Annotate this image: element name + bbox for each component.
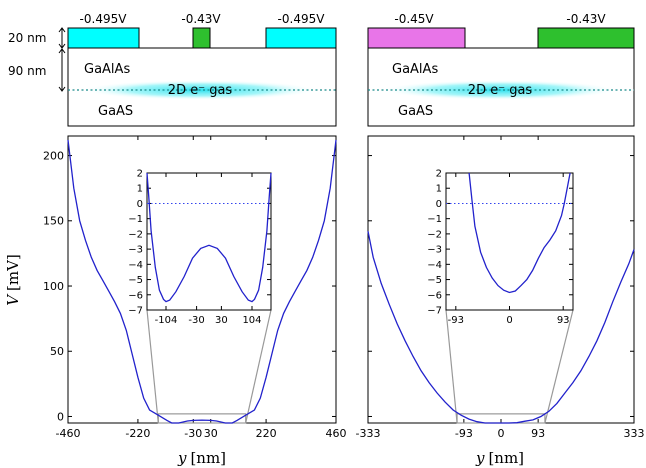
- y-tick-label: −5: [128, 275, 143, 286]
- substrate-material-label: GaAS: [98, 104, 133, 119]
- gate-right-voltage: -0.43V: [566, 12, 606, 26]
- x-axis-label: y [nm]: [177, 449, 226, 467]
- y-tick-labels: 2 1 0 −1 −2 −3 −4 −5 −6 −7: [128, 169, 143, 317]
- inset-frame: [445, 172, 574, 311]
- y-tick-label: 100: [43, 280, 64, 293]
- y-tick-label: −6: [427, 290, 442, 301]
- x-tick-label: -333: [356, 427, 381, 440]
- y-tick-label: 1: [436, 184, 442, 195]
- plot-left-inset: -104 -30 30 104 2 1 0 −1 −2 −3 −4 −5 −6 −7: [128, 169, 272, 326]
- potential-curve: [367, 231, 635, 424]
- inset-potential-curve: [468, 172, 571, 294]
- y-tick-label: −4: [128, 260, 143, 271]
- x-tick-labels: -93 0 93: [448, 315, 570, 326]
- x-tick-label: 333: [624, 427, 645, 440]
- y-tick-label: −4: [427, 260, 442, 271]
- substrate-material-label: GaAS: [398, 104, 433, 119]
- potential-curve: [67, 139, 337, 424]
- y-tick-label: −1: [427, 214, 442, 225]
- y-tick-label: 0: [436, 199, 442, 210]
- barrier-material-label: GaAlAs: [392, 62, 438, 77]
- y-tick-label: 2: [436, 169, 442, 180]
- y-tick-label: 0: [57, 410, 64, 423]
- gate-left-voltage: -0.495V: [80, 12, 128, 26]
- y-tick-label: −3: [427, 245, 442, 256]
- x-tick-labels: -104 -30 30 104: [155, 315, 262, 326]
- y-tick-label: 50: [50, 345, 64, 358]
- zoom-connector-left: [146, 309, 159, 424]
- y-tick-label: 1: [137, 184, 143, 195]
- x-tick-label: -104: [155, 315, 178, 326]
- zoom-connector-left: [445, 309, 458, 424]
- ticks: [67, 136, 337, 423]
- x-tick-label: -220: [125, 427, 150, 440]
- ticks: [147, 172, 271, 311]
- gate-right: [537, 27, 635, 49]
- x-tick-label: 104: [242, 315, 261, 326]
- x-tick-label: 220: [256, 427, 277, 440]
- x-tick-label: 93: [531, 427, 545, 440]
- gate-left: [367, 27, 466, 49]
- x-tick-label: -93: [448, 315, 464, 326]
- x-axis-label: y [nm]: [475, 449, 524, 467]
- zoom-region: [157, 413, 247, 424]
- x-tick-label: -460: [56, 427, 81, 440]
- y-tick-label: 150: [43, 215, 64, 228]
- ticks: [367, 136, 635, 423]
- barrier-material-label: GaAlAs: [84, 62, 130, 77]
- y-tick-labels: 0 50 100 150 200: [43, 149, 64, 423]
- thickness-arrows: [58, 27, 66, 92]
- gate-left: [67, 27, 140, 49]
- x-tick-label: 0: [498, 427, 505, 440]
- electron-gas-label: 2D e⁻ gas: [168, 83, 233, 98]
- gate-thickness-label: 20 nm: [8, 31, 46, 45]
- gate-right-voltage: -0.495V: [278, 12, 326, 26]
- y-tick-label: 200: [43, 149, 64, 162]
- inset-potential-curve: [146, 172, 272, 303]
- zoom-connector-right: [245, 309, 272, 424]
- y-axis-label: V[mV]: [4, 254, 22, 306]
- zoom-connector-right: [544, 309, 574, 424]
- gate-center-voltage: -0.43V: [181, 12, 221, 26]
- barrier-thickness-label: 90 nm: [8, 64, 46, 78]
- y-tick-label: 2: [137, 169, 143, 180]
- gate-left-voltage: -0.45V: [394, 12, 434, 26]
- inset-frame: [146, 172, 272, 311]
- x-tick-label: -93: [455, 427, 473, 440]
- x-tick-label: 93: [557, 315, 570, 326]
- x-tick-label: 0: [506, 315, 512, 326]
- plot-right-inset: -93 0 93 2 1 0 −1 −2 −3 −4 −5 −6 −7: [427, 169, 574, 326]
- plot-right-main: -333 -93 0 93 333 y [nm]: [356, 135, 645, 467]
- y-tick-label: −1: [128, 214, 143, 225]
- x-tick-label: -30: [188, 315, 204, 326]
- x-tick-label: 460: [326, 427, 347, 440]
- x-tick-labels: -460 -220 -30 30 220 460: [56, 427, 347, 440]
- y-tick-label: −7: [128, 306, 143, 317]
- y-tick-label: −2: [128, 229, 143, 240]
- gate-right: [265, 27, 337, 49]
- y-tick-label: −7: [427, 306, 442, 317]
- x-tick-label: -30: [184, 427, 202, 440]
- x-tick-label: 30: [215, 315, 228, 326]
- gate-center: [192, 27, 211, 49]
- y-tick-label: 0: [137, 199, 143, 210]
- zoom-connectors: [146, 309, 272, 424]
- x-tick-labels: -333 -93 0 93 333: [356, 427, 645, 440]
- schematic-right: -0.45V -0.43V GaAlAs GaAS 2D e⁻ gas: [367, 12, 635, 127]
- schematic-left: -0.495V -0.43V -0.495V 20 nm 90 nm: [8, 12, 337, 127]
- y-tick-label: −3: [128, 245, 143, 256]
- y-tick-label: −2: [427, 229, 442, 240]
- y-tick-labels: 2 1 0 −1 −2 −3 −4 −5 −6 −7: [427, 169, 442, 317]
- electron-gas-label: 2D e⁻ gas: [468, 83, 533, 98]
- y-tick-label: −5: [427, 275, 442, 286]
- y-tick-label: −6: [128, 290, 143, 301]
- x-tick-label: 30: [204, 427, 218, 440]
